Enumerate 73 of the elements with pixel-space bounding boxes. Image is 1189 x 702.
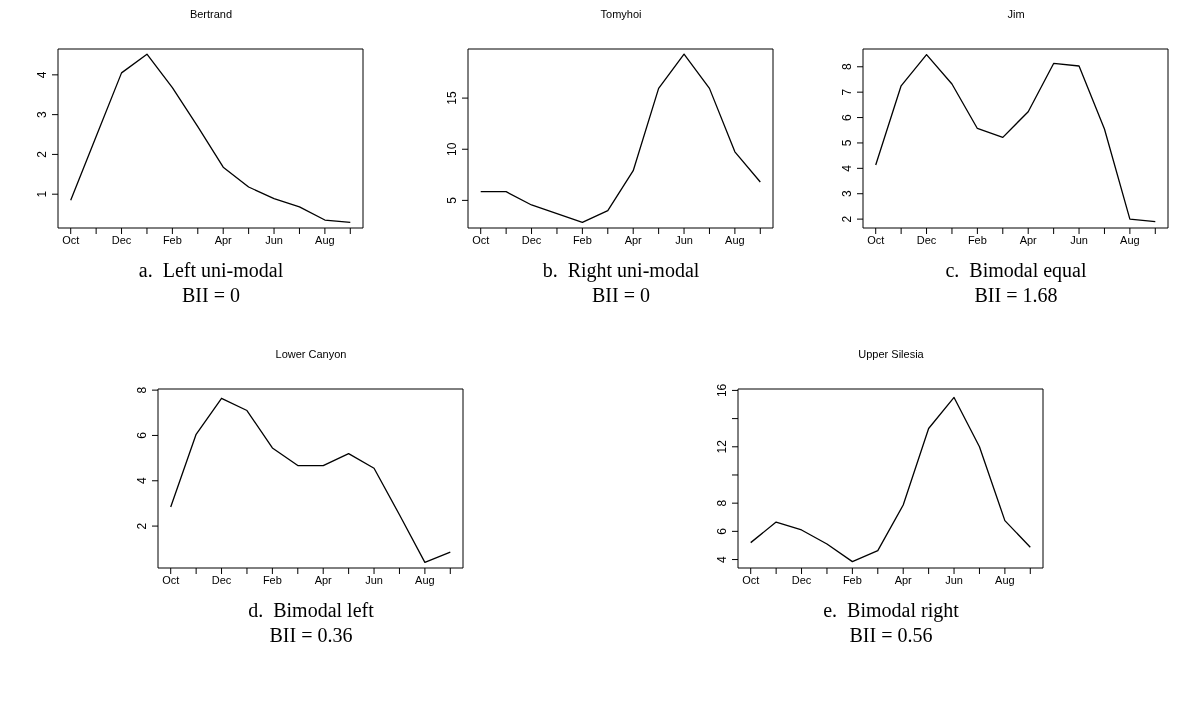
x-tick-label: Apr	[1019, 233, 1038, 246]
x-tick-label: Oct	[867, 233, 885, 246]
y-tick-label: 6	[840, 113, 854, 121]
line-series	[170, 397, 451, 563]
x-tick-label: Apr	[314, 573, 333, 586]
y-tick-label: 3	[840, 190, 854, 198]
x-tick-label: Feb	[842, 573, 862, 586]
y-tick-label: 12	[715, 439, 729, 454]
y-tick-label: 1	[35, 190, 49, 198]
x-tick-label: Oct	[472, 233, 490, 246]
x-tick-label: Aug	[995, 573, 1015, 586]
y-tick-label: 8	[135, 386, 149, 394]
x-tick-label: Jun	[945, 573, 963, 586]
chart-title: Bertrand	[188, 8, 234, 22]
y-tick-label: 5	[445, 196, 459, 204]
y-tick-label: 8	[840, 63, 854, 71]
x-tick-label: Apr	[894, 573, 913, 586]
x-tick-label: Jun	[675, 233, 693, 246]
text: BII = 0.36	[268, 623, 354, 648]
x-tick-label: Jun	[365, 573, 383, 586]
x-tick-label: Jun	[265, 233, 283, 246]
x-tick-label: Dec	[521, 233, 542, 246]
x-tick-label: Feb	[572, 233, 592, 246]
x-tick-label: Oct	[162, 573, 180, 586]
line-series	[875, 53, 1156, 223]
text: c. Bimodal equal	[944, 258, 1088, 283]
x-tick-label: Aug	[415, 573, 435, 586]
y-tick-label: 2	[135, 522, 149, 530]
y-tick-label: 2	[35, 150, 49, 158]
x-tick-label: Feb	[967, 233, 987, 246]
x-tick-label: Aug	[725, 233, 745, 246]
y-tick-label: 16	[715, 383, 729, 398]
text: e. Bimodal right	[822, 598, 960, 623]
line-series	[750, 396, 1031, 563]
x-tick-label: Feb	[162, 233, 182, 246]
line-series	[480, 53, 761, 224]
chart-title: Tomyhoi	[599, 8, 643, 22]
text: BII = 1.68	[973, 283, 1059, 308]
text: b. Right uni-modal	[541, 258, 701, 283]
y-tick-label: 5	[840, 139, 854, 147]
x-tick-label: Dec	[791, 573, 812, 586]
y-tick-label: 4	[840, 164, 854, 172]
x-tick-label: Oct	[742, 573, 760, 586]
text: BII = 0	[591, 283, 651, 308]
x-tick-label: Apr	[214, 233, 233, 246]
y-tick-label: 10	[445, 142, 459, 156]
text: BII = 0.56	[848, 623, 934, 648]
y-tick-label: 4	[35, 71, 49, 79]
y-tick-label: 2	[840, 215, 854, 223]
text: d. Bimodal left	[247, 598, 375, 623]
x-tick-label: Aug	[315, 233, 335, 246]
chart-title: Jim	[1006, 8, 1026, 22]
x-tick-label: Jun	[1070, 233, 1088, 246]
text: a. Left uni-modal	[137, 258, 285, 283]
x-tick-label: Feb	[262, 573, 282, 586]
y-tick-label: 4	[135, 477, 149, 485]
x-tick-label: Apr	[624, 233, 643, 246]
x-tick-label: Dec	[111, 233, 132, 246]
y-tick-label: 3	[35, 110, 49, 118]
text: BII = 0	[181, 283, 241, 308]
line-series	[70, 53, 351, 224]
chart-title: Lower Canyon	[274, 348, 348, 362]
chart-title: Upper Silesia	[857, 348, 925, 362]
x-tick-label: Aug	[1120, 233, 1140, 246]
y-tick-label: 7	[840, 88, 854, 96]
y-tick-label: 6	[135, 431, 149, 439]
x-tick-label: Dec	[211, 573, 232, 586]
x-tick-label: Dec	[916, 233, 937, 246]
x-tick-label: Oct	[62, 233, 80, 246]
y-tick-label: 4	[715, 555, 729, 563]
y-tick-label: 8	[715, 499, 729, 507]
y-tick-label: 6	[715, 527, 729, 535]
y-tick-label: 15	[445, 91, 459, 105]
